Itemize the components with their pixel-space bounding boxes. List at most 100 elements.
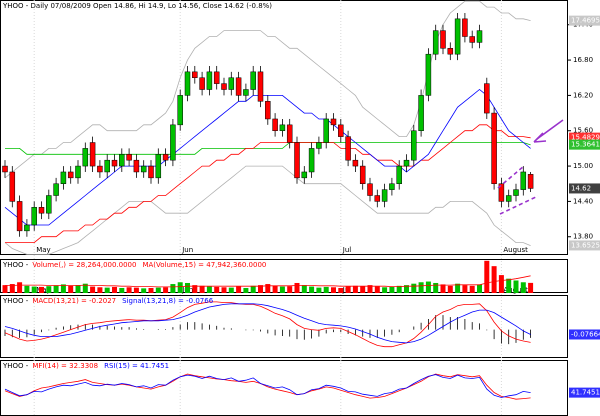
candle-body xyxy=(97,165,103,173)
volume-bar xyxy=(338,287,344,293)
legend-entry: MFI(14) = 32.3308 xyxy=(32,362,98,370)
candle-body xyxy=(513,189,519,196)
indicator-line xyxy=(4,88,531,226)
volume-bar xyxy=(155,287,161,293)
legend-entry: Signal(13,21,8) = -0.0766 xyxy=(122,297,214,305)
candle-body xyxy=(330,118,337,126)
volume-bar xyxy=(360,286,366,293)
candle-body xyxy=(505,195,512,202)
legend-entry: Volume(,) = 28,264,000.0000 xyxy=(32,261,136,269)
annotations xyxy=(497,119,564,215)
candle-body xyxy=(345,136,351,161)
volume-bar xyxy=(287,286,293,293)
candle-body xyxy=(170,124,176,161)
panel-frame xyxy=(0,295,568,358)
volume-bar xyxy=(323,286,329,293)
candle-body xyxy=(2,165,8,173)
value-marker-label: 41.7451 xyxy=(571,389,600,397)
candle-body xyxy=(148,165,154,179)
x-tick-label: August xyxy=(503,246,528,254)
volume-bar xyxy=(418,282,424,293)
volume-bar xyxy=(199,285,205,293)
candle-body xyxy=(316,142,322,149)
indicator-line xyxy=(4,165,531,255)
candle-body xyxy=(484,83,490,114)
volume-bar xyxy=(265,284,271,293)
candle-body xyxy=(411,130,417,161)
value-marker-label: 15.4829 xyxy=(571,134,600,142)
candle-body xyxy=(432,30,439,55)
volume-bar xyxy=(250,285,256,293)
legend-entry: MA(Volume,15) = 47,942,360.0000 xyxy=(142,261,266,269)
candle-body xyxy=(38,207,45,214)
indicator-line xyxy=(5,124,531,243)
value-marker-label: 13.6525 xyxy=(571,241,600,249)
candle-body xyxy=(111,159,118,167)
volume-bar xyxy=(396,285,402,293)
candle-body xyxy=(199,77,205,90)
indicator-line xyxy=(4,374,531,398)
candle-body xyxy=(228,77,235,90)
candle-body xyxy=(162,154,169,161)
volume-bar xyxy=(528,282,534,293)
volume-bar xyxy=(447,285,453,293)
value-marker xyxy=(569,240,600,251)
volume-bar xyxy=(214,286,220,293)
legend-entry: MACD(13,21) = -0.2027 xyxy=(32,297,116,305)
candle-body xyxy=(257,71,264,102)
volume-bar xyxy=(2,285,8,293)
volume-bar xyxy=(484,260,490,293)
candle-body xyxy=(9,171,16,202)
volume-bar xyxy=(506,278,512,293)
x-tick-label: May xyxy=(36,246,50,254)
candle-body xyxy=(89,142,96,167)
indicator-line xyxy=(4,373,531,400)
volume-bar xyxy=(433,282,439,293)
volume-bar xyxy=(185,282,190,293)
candle-body xyxy=(454,18,461,55)
y-tick-label: 14.40 xyxy=(573,197,593,205)
volume-bar xyxy=(46,286,52,293)
value-marker-label: 15.3641 xyxy=(571,141,600,149)
volume-bar xyxy=(141,288,147,293)
value-marker xyxy=(569,329,600,340)
volume-bar xyxy=(469,285,475,293)
volume-bar xyxy=(82,283,88,293)
plot-background xyxy=(0,0,568,416)
panel-title: YHOO - xyxy=(2,362,29,370)
candle-body xyxy=(469,36,475,43)
volume-bar xyxy=(228,287,234,293)
candle-body xyxy=(82,148,89,167)
volume-bar xyxy=(133,287,139,293)
candle-body xyxy=(462,18,468,37)
candle-body xyxy=(403,159,410,167)
volume-bar xyxy=(477,284,482,293)
volume-bar xyxy=(258,285,263,293)
candle-body xyxy=(498,183,505,202)
volume-bar xyxy=(455,283,461,293)
y-tick-label: 15.60 xyxy=(573,127,593,135)
volume-bar xyxy=(425,281,431,293)
arrow xyxy=(536,119,564,140)
volume-bar xyxy=(309,286,315,293)
candle-body xyxy=(308,148,315,173)
x-tick-label: Jun xyxy=(181,246,193,254)
volume-bar xyxy=(97,287,103,293)
volume-bar xyxy=(148,287,154,293)
candle-body xyxy=(279,124,286,131)
candle-body xyxy=(359,165,366,184)
volume-bar xyxy=(272,285,278,293)
volume-bar xyxy=(316,287,322,293)
value-marker-label: 14.62 xyxy=(571,184,591,192)
volume-bar xyxy=(31,286,37,293)
value-marker-label: 17.4695 xyxy=(571,17,600,25)
candle-body xyxy=(338,124,344,137)
candle-body xyxy=(294,142,300,179)
volume-bar xyxy=(243,287,249,293)
y-tick-label: 16.80 xyxy=(573,56,593,64)
candle-body xyxy=(425,53,432,96)
candle-body xyxy=(476,30,483,43)
candle-body xyxy=(53,183,59,196)
y-tick-label: 13.80 xyxy=(573,233,593,241)
